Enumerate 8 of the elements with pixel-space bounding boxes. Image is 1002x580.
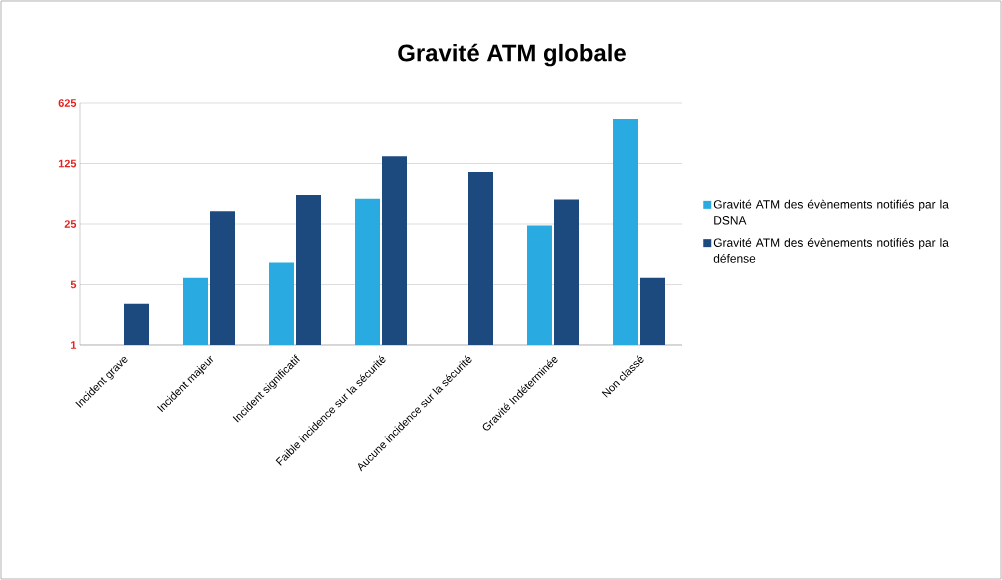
y-tick-label: 125 — [58, 159, 77, 168]
chart-title: Gravité ATM globale — [398, 43, 626, 67]
y-tick-label: 1 — [71, 341, 77, 349]
y-tick-label: 5 — [70, 280, 77, 289]
legend-label: Gravité ATM des évènements notifiés par la DSNA — [713, 199, 949, 225]
legend-label: Gravité ATM des évènements notifiés par la défense — [713, 238, 949, 263]
y-tick-label: 625 — [58, 99, 77, 107]
y-tick-label: 25 — [64, 220, 77, 228]
